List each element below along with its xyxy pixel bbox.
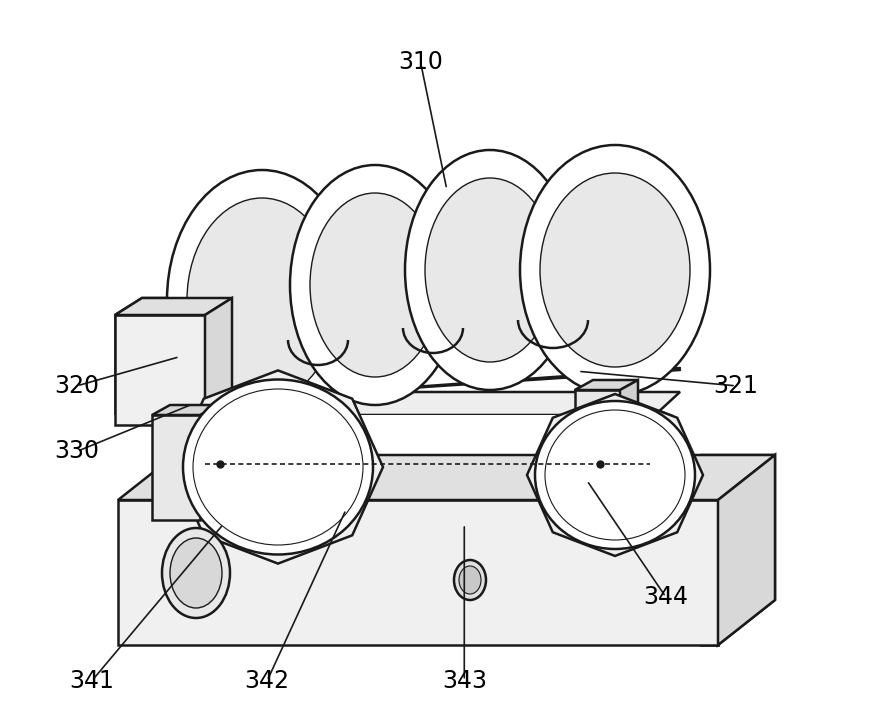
Polygon shape bbox=[115, 298, 232, 315]
Polygon shape bbox=[152, 415, 200, 520]
Ellipse shape bbox=[193, 389, 363, 545]
Polygon shape bbox=[527, 394, 703, 556]
Ellipse shape bbox=[170, 538, 222, 608]
Text: 321: 321 bbox=[713, 374, 759, 397]
Ellipse shape bbox=[405, 150, 575, 390]
Ellipse shape bbox=[195, 456, 205, 467]
Text: 344: 344 bbox=[643, 585, 689, 609]
Ellipse shape bbox=[535, 401, 695, 549]
Ellipse shape bbox=[167, 170, 357, 430]
Polygon shape bbox=[152, 405, 218, 415]
Text: 320: 320 bbox=[54, 374, 100, 397]
Ellipse shape bbox=[459, 566, 481, 594]
Ellipse shape bbox=[459, 566, 481, 594]
Ellipse shape bbox=[195, 456, 205, 467]
Polygon shape bbox=[152, 415, 200, 520]
Polygon shape bbox=[548, 414, 682, 537]
Polygon shape bbox=[205, 392, 680, 415]
Polygon shape bbox=[205, 298, 232, 425]
Polygon shape bbox=[118, 455, 775, 500]
Ellipse shape bbox=[162, 528, 230, 618]
Ellipse shape bbox=[454, 560, 486, 600]
Polygon shape bbox=[118, 500, 718, 645]
Polygon shape bbox=[118, 500, 718, 645]
Polygon shape bbox=[620, 380, 638, 450]
Text: 330: 330 bbox=[54, 440, 100, 463]
Polygon shape bbox=[198, 393, 358, 541]
Polygon shape bbox=[198, 393, 358, 541]
Text: 341: 341 bbox=[69, 669, 115, 692]
Polygon shape bbox=[100, 415, 700, 728]
Polygon shape bbox=[575, 390, 620, 450]
Ellipse shape bbox=[425, 178, 555, 362]
Ellipse shape bbox=[183, 379, 373, 555]
Polygon shape bbox=[718, 455, 775, 645]
Ellipse shape bbox=[520, 145, 710, 395]
Ellipse shape bbox=[633, 450, 642, 460]
Ellipse shape bbox=[290, 165, 460, 405]
Text: 342: 342 bbox=[244, 669, 290, 692]
Polygon shape bbox=[152, 405, 218, 415]
Polygon shape bbox=[115, 315, 205, 425]
Ellipse shape bbox=[187, 198, 337, 402]
Ellipse shape bbox=[454, 560, 486, 600]
Polygon shape bbox=[575, 380, 638, 390]
Text: 310: 310 bbox=[398, 50, 443, 74]
Polygon shape bbox=[548, 414, 682, 537]
Ellipse shape bbox=[170, 538, 222, 608]
Polygon shape bbox=[620, 380, 638, 450]
Polygon shape bbox=[575, 380, 638, 390]
Ellipse shape bbox=[310, 193, 440, 377]
Polygon shape bbox=[527, 394, 703, 556]
Polygon shape bbox=[173, 371, 383, 563]
Text: 343: 343 bbox=[442, 669, 487, 692]
Polygon shape bbox=[118, 455, 775, 500]
Ellipse shape bbox=[193, 389, 363, 545]
Polygon shape bbox=[173, 371, 383, 563]
Ellipse shape bbox=[535, 401, 695, 549]
Ellipse shape bbox=[183, 379, 373, 555]
Ellipse shape bbox=[633, 450, 642, 460]
Ellipse shape bbox=[545, 410, 685, 540]
Polygon shape bbox=[205, 298, 232, 425]
Ellipse shape bbox=[162, 528, 230, 618]
Polygon shape bbox=[718, 455, 775, 645]
Ellipse shape bbox=[540, 173, 690, 367]
Polygon shape bbox=[115, 298, 232, 315]
Polygon shape bbox=[115, 315, 205, 425]
Ellipse shape bbox=[545, 410, 685, 540]
Polygon shape bbox=[575, 390, 620, 450]
